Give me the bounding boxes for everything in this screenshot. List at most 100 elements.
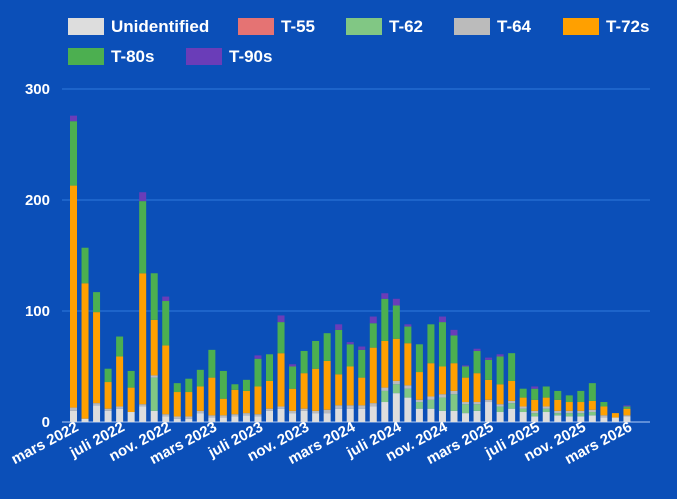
bar-t-72s-42 — [554, 399, 562, 411]
bar-t-90s-16 — [254, 355, 262, 359]
bar-t-72s-43 — [565, 402, 573, 411]
bar-t-80s-36 — [485, 359, 493, 380]
bar-t-80s-43 — [565, 395, 573, 403]
bar-t-80s-26 — [369, 323, 377, 348]
bar-t-72s-26 — [369, 347, 377, 404]
bar-t-64-19 — [289, 410, 297, 414]
bar-t-80s-32 — [438, 322, 446, 367]
bar-t-72s-31 — [427, 363, 435, 397]
bar-unidentified-28 — [392, 393, 400, 422]
bar-t-64-13 — [219, 415, 227, 418]
bar-t-72s-35 — [473, 373, 481, 403]
bar-t-80s-34 — [462, 366, 470, 378]
bar-t-90s-35 — [473, 348, 481, 351]
legend-swatch-t-62 — [346, 18, 382, 35]
bar-t-80s-24 — [346, 344, 354, 367]
bar-t-72s-3 — [104, 382, 112, 409]
bar-t-72s-19 — [289, 388, 297, 411]
bar-t-72s-33 — [450, 363, 458, 391]
bar-t-64-7 — [150, 375, 158, 378]
legend-swatch-t-64 — [454, 18, 490, 35]
bar-t-80s-28 — [392, 305, 400, 339]
bar-t-72s-41 — [542, 397, 550, 407]
bar-t-90s-29 — [404, 324, 412, 327]
bar-t-72s-2 — [93, 312, 101, 404]
bar-t-62-27 — [381, 390, 389, 403]
bar-t-80s-41 — [542, 386, 550, 398]
bar-unidentified-40 — [531, 416, 539, 422]
bar-t-64-16 — [254, 414, 262, 417]
bar-t-80s-22 — [323, 333, 331, 361]
bar-t-90s-24 — [346, 342, 354, 345]
bar-unidentified-41 — [542, 412, 550, 422]
bar-unidentified-0 — [70, 410, 77, 422]
bar-t-64-18 — [277, 406, 285, 409]
bar-t-80s-40 — [531, 388, 539, 400]
bar-t-90s-34 — [462, 365, 470, 367]
bar-t-72s-32 — [438, 366, 446, 395]
bar-t-80s-37 — [496, 356, 504, 385]
bar-t-80s-4 — [116, 336, 124, 357]
bar-t-72s-45 — [588, 400, 596, 410]
bar-t-80s-18 — [277, 322, 285, 354]
bar-t-72s-9 — [173, 392, 181, 417]
bar-t-64-33 — [450, 390, 458, 395]
bar-t-64-0 — [70, 407, 77, 411]
bar-unidentified-7 — [150, 410, 158, 422]
bar-t-72s-10 — [185, 392, 193, 417]
bar-t-72s-18 — [277, 353, 285, 407]
bar-t-64-14 — [231, 414, 239, 417]
bar-t-90s-26 — [369, 316, 377, 324]
bar-t-64-8 — [162, 414, 170, 417]
bar-unidentified-29 — [404, 397, 412, 422]
bar-t-62-35 — [473, 404, 481, 411]
bar-t-80s-13 — [219, 370, 227, 399]
legend-label: Unidentified — [111, 17, 209, 36]
bar-t-90s-25 — [358, 346, 366, 350]
bar-t-64-45 — [588, 409, 596, 413]
bar-t-72s-29 — [404, 343, 412, 386]
bar-t-64-31 — [427, 396, 435, 400]
bar-t-62-43 — [565, 413, 573, 417]
bar-t-72s-11 — [196, 386, 204, 411]
bar-t-80s-16 — [254, 358, 262, 387]
legend: Unidentified T-55 T-62 T-64 T-72s T-80s T-90s — [68, 17, 649, 66]
bar-unidentified-22 — [323, 413, 331, 422]
bar-t-62-33 — [450, 394, 458, 411]
bar-t-80s-19 — [289, 366, 297, 389]
bar-t-64-9 — [173, 416, 181, 419]
bar-t-62-38 — [508, 403, 516, 409]
bar-unidentified-26 — [369, 406, 377, 422]
bar-t-64-39 — [519, 406, 527, 409]
legend-swatch-t-80s — [68, 48, 104, 65]
bar-t-72s-6 — [139, 273, 147, 405]
bar-unidentified-42 — [554, 415, 562, 422]
bar-t-80s-5 — [127, 370, 135, 388]
bar-unidentified-18 — [277, 408, 285, 422]
bar-t-80s-25 — [358, 349, 366, 378]
legend-label: T-80s — [111, 47, 154, 66]
bar-t-80s-2 — [93, 292, 101, 313]
bar-t-72s-17 — [266, 380, 274, 409]
bar-t-72s-12 — [208, 377, 216, 416]
bar-t-72s-8 — [162, 345, 170, 415]
bar-t-72s-28 — [392, 338, 400, 381]
bar-t-72s-16 — [254, 386, 262, 415]
bar-t-72s-23 — [335, 374, 343, 406]
bar-t-80s-27 — [381, 298, 389, 341]
bar-t-80s-45 — [588, 383, 596, 401]
bar-t-64-48 — [623, 415, 631, 417]
bar-t-90s-32 — [438, 316, 446, 323]
bar-t-80s-48 — [623, 406, 631, 409]
bar-t-80s-1 — [81, 247, 89, 284]
bar-unidentified-3 — [104, 410, 112, 422]
bar-t-64-2 — [93, 403, 101, 406]
bar-t-80s-44 — [577, 390, 585, 403]
bar-t-72s-27 — [381, 340, 389, 388]
bar-t-90s-0 — [70, 115, 77, 122]
bar-t-90s-18 — [277, 315, 285, 323]
bar-t-72s-5 — [127, 387, 135, 413]
bar-t-80s-21 — [312, 340, 320, 369]
bar-unidentified-5 — [127, 412, 135, 422]
bar-t-64-40 — [531, 410, 539, 414]
